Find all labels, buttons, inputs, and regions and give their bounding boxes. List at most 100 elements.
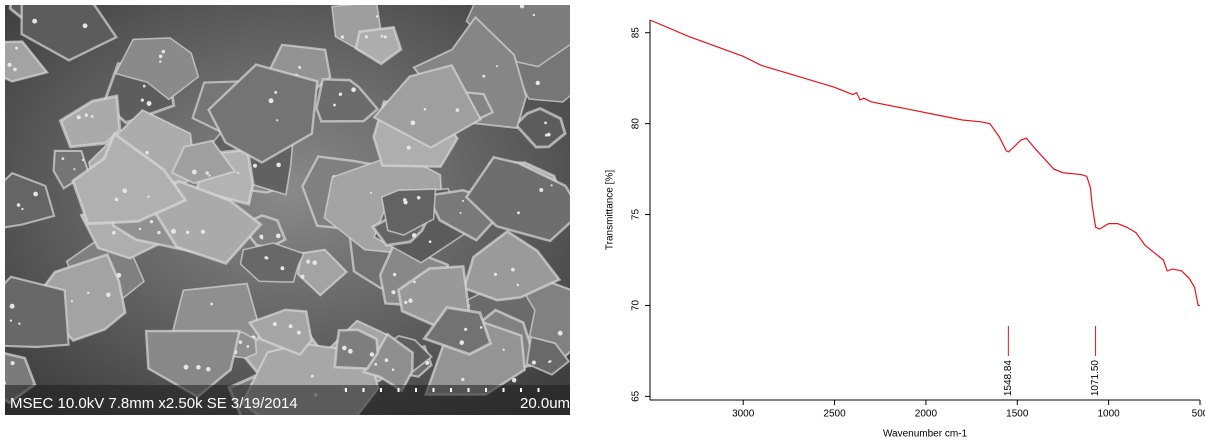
speck [162, 50, 166, 54]
speck [311, 375, 314, 378]
peak-label: 1071.50 [1090, 360, 1101, 397]
speck [571, 61, 575, 66]
speck [408, 298, 412, 302]
sem-caption: MSEC 10.0kV 7.8mm x2.50k SE 3/19/2014 [10, 395, 298, 412]
speck [77, 115, 81, 119]
speck [341, 35, 344, 38]
speck [365, 35, 368, 38]
scale-tick [468, 388, 470, 392]
speck [237, 172, 239, 174]
speck [139, 228, 141, 230]
speck [462, 200, 464, 202]
scale-tick [433, 388, 435, 392]
speck [201, 230, 205, 234]
speck [82, 159, 84, 161]
scale-label: 20.0um [520, 395, 570, 412]
speck [511, 268, 515, 272]
speck [186, 231, 189, 234]
speck [404, 200, 408, 204]
y-tick-label: 65 [631, 390, 642, 402]
speck [536, 81, 540, 85]
speck [91, 115, 94, 118]
speck [206, 367, 210, 371]
speck [276, 163, 281, 168]
speck [391, 290, 395, 294]
scale-tick [520, 388, 522, 392]
speck [184, 365, 189, 370]
page: MSEC 10.0kV 7.8mm x2.50k SE 3/19/2014 20… [0, 0, 1205, 442]
speck [273, 322, 277, 326]
speck [11, 361, 15, 365]
x-tick-label: 2000 [915, 409, 938, 420]
speck [461, 378, 464, 381]
x-tick-label: 2500 [823, 409, 846, 420]
speck [253, 164, 257, 168]
scale-tick [485, 388, 487, 392]
scale-tick [538, 388, 540, 392]
speck [480, 326, 483, 329]
speck [297, 331, 301, 335]
speck [342, 346, 347, 351]
speck [18, 322, 20, 324]
speck [289, 324, 293, 328]
speck [381, 35, 384, 38]
speck [143, 85, 146, 88]
speck [393, 273, 396, 276]
speck [157, 231, 160, 234]
speck [246, 345, 249, 348]
speck [208, 174, 210, 176]
speck [274, 91, 277, 94]
speck [13, 68, 17, 72]
x-tick-label: 1500 [1006, 409, 1029, 420]
speck [413, 281, 416, 284]
x-tick-label: 1000 [1098, 409, 1121, 420]
speck [269, 98, 274, 103]
speck [106, 292, 111, 297]
speck [348, 349, 353, 354]
speck [533, 14, 535, 16]
speck [544, 122, 547, 125]
speck [370, 352, 374, 356]
speck [196, 365, 200, 369]
speck [572, 339, 575, 342]
y-tick-label: 85 [631, 27, 642, 39]
sem-image: MSEC 10.0kV 7.8mm x2.50k SE 3/19/2014 20… [0, 0, 575, 420]
spectrum-line [650, 20, 1200, 305]
y-tick-label: 75 [631, 209, 642, 221]
scale-tick [345, 388, 347, 392]
speck [407, 146, 411, 150]
speck [21, 208, 23, 210]
speck [280, 266, 284, 270]
speck [374, 363, 377, 366]
speck [502, 349, 504, 351]
speck [456, 108, 460, 112]
speck [122, 188, 127, 193]
scale-tick [450, 388, 452, 392]
speck [210, 303, 213, 306]
peak-label: 1548.84 [1003, 360, 1014, 397]
speck [10, 304, 15, 309]
speck [333, 104, 336, 107]
speck [259, 235, 263, 239]
speck [459, 340, 464, 345]
flake [335, 330, 378, 369]
speck [384, 35, 387, 38]
speck [494, 273, 497, 276]
speck [548, 361, 550, 363]
speck [276, 234, 281, 239]
speck [159, 55, 163, 59]
speck [520, 4, 524, 8]
y-tick-label: 80 [631, 118, 642, 130]
speck [460, 212, 462, 214]
scale-tick [398, 388, 400, 392]
speck [206, 171, 209, 174]
speck [385, 358, 389, 362]
speck [141, 99, 144, 102]
speck [517, 211, 520, 214]
speck [376, 15, 379, 18]
speck [71, 300, 73, 302]
speck [83, 23, 88, 28]
speck [429, 240, 432, 243]
scale-tick [415, 388, 417, 392]
speck [339, 93, 342, 96]
